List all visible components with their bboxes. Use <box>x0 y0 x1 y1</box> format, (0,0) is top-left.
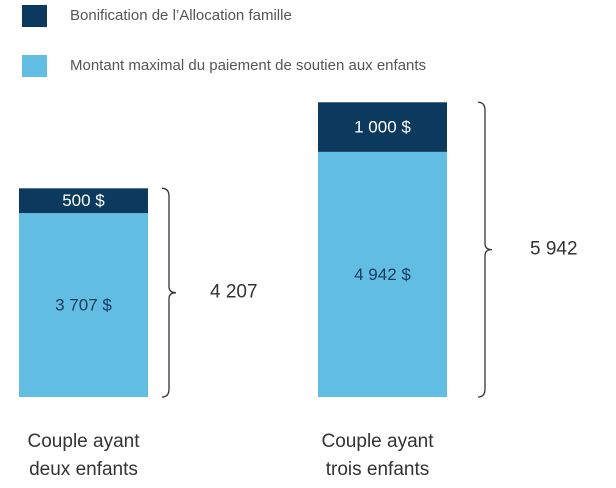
value-label: 3 707 $ <box>55 296 112 315</box>
bar-segment <box>19 188 148 214</box>
bar-segment <box>19 213 148 397</box>
value-label: 1 000 $ <box>354 118 411 137</box>
value-label: 500 $ <box>62 191 105 210</box>
category-label: Couple ayant trois enfants <box>321 431 434 480</box>
total-brace <box>477 101 493 398</box>
legend-label: Bonification de l’Allocation famille <box>70 7 292 24</box>
legend-swatch <box>22 5 47 27</box>
value-label: 4 942 $ <box>354 265 411 284</box>
total-brace <box>161 187 177 398</box>
bar-segment <box>318 151 447 397</box>
category-label: Couple ayant deux enfants <box>27 431 140 480</box>
bar-segment <box>318 102 447 152</box>
total-label: 4 207 <box>210 282 258 303</box>
legend-swatch <box>22 55 47 77</box>
legend-label: Montant maximal du paiement de soutien a… <box>70 57 426 74</box>
total-label: 5 942 <box>530 239 578 260</box>
